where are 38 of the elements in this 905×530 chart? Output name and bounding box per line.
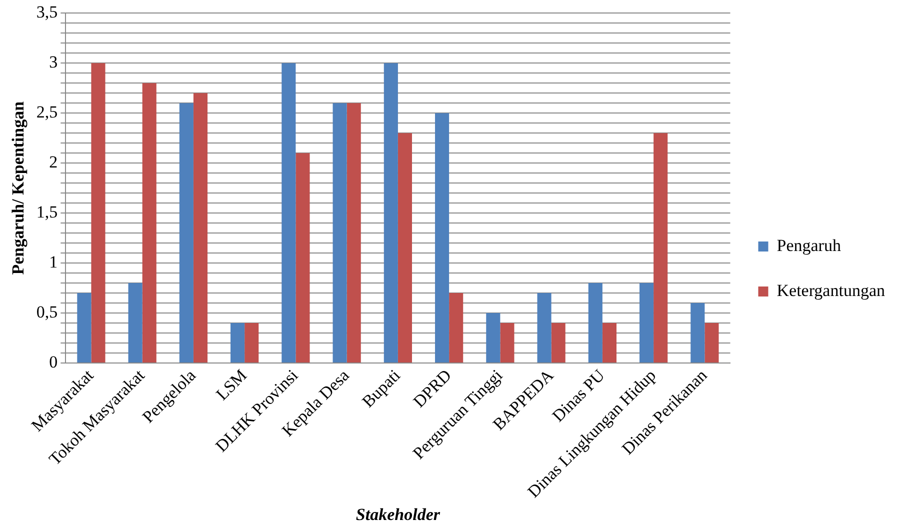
y-tick-label: 3 xyxy=(49,52,58,72)
y-tick-label: 1,5 xyxy=(36,202,58,222)
bar xyxy=(230,323,245,362)
bar xyxy=(588,283,602,362)
bar xyxy=(332,103,347,362)
bar xyxy=(244,323,259,362)
bar xyxy=(128,283,142,362)
bar xyxy=(193,93,208,362)
bar xyxy=(77,293,92,362)
legend-label: Ketergantungan xyxy=(776,280,886,300)
y-axis-title: Pengaruh/ Kepentingan xyxy=(8,100,28,275)
bar xyxy=(179,103,194,362)
x-axis-title: Stakeholder xyxy=(356,505,440,524)
bar xyxy=(551,323,566,362)
bar xyxy=(296,153,310,362)
bar xyxy=(704,323,719,362)
bar xyxy=(654,133,668,362)
bar xyxy=(537,293,552,362)
bar xyxy=(398,133,412,362)
legend-label: Pengaruh xyxy=(776,236,842,255)
bar xyxy=(486,313,500,362)
bar xyxy=(640,283,654,362)
bar xyxy=(449,293,464,362)
y-tick-label: 0,5 xyxy=(36,302,58,322)
bar xyxy=(500,323,514,362)
bar xyxy=(282,63,296,362)
y-tick-label: 0 xyxy=(49,352,58,372)
bar xyxy=(142,83,156,362)
y-tick-label: 2 xyxy=(49,152,58,172)
bar xyxy=(435,113,450,362)
bar xyxy=(91,63,106,362)
bar xyxy=(384,63,398,362)
y-tick-label: 2,5 xyxy=(36,102,58,122)
bar xyxy=(602,323,616,362)
bar xyxy=(346,103,361,362)
y-tick-label: 1 xyxy=(49,252,58,272)
y-tick-label: 3,5 xyxy=(36,2,58,22)
bar xyxy=(690,303,705,362)
